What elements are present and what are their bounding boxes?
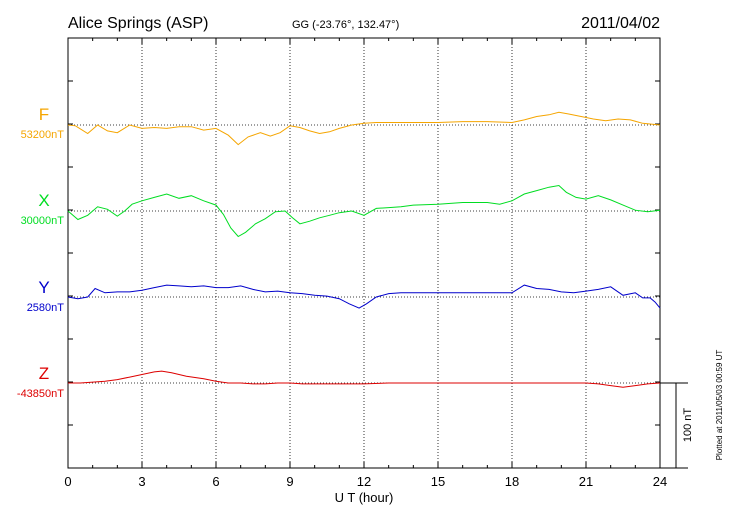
x-tick-label: 21 xyxy=(579,474,593,489)
series-name-z: Z xyxy=(39,364,49,383)
x-tick-label: 12 xyxy=(357,474,371,489)
series-line-x xyxy=(67,184,661,238)
plot-date: 2011/04/02 xyxy=(581,15,660,32)
x-axis-label: U T (hour) xyxy=(335,490,394,505)
series-name-x: X xyxy=(38,191,49,210)
x-tick-label: 9 xyxy=(286,474,293,489)
x-tick-label: 0 xyxy=(64,474,71,489)
series-lines xyxy=(67,111,661,388)
station-title: Alice Springs (ASP) xyxy=(68,15,209,32)
series-baseline-f: 53200nT xyxy=(21,129,65,141)
scale-bar-label: 100 nT xyxy=(682,408,694,443)
x-tick-label: 18 xyxy=(505,474,519,489)
grid-lines xyxy=(141,38,587,468)
x-tick-label: 6 xyxy=(212,474,219,489)
station-coords: GG (-23.76°, 132.47°) xyxy=(292,19,399,31)
series-name-y: Y xyxy=(38,278,49,297)
series-baseline-y: 2580nT xyxy=(27,302,65,314)
x-tick-labels: 0 3 6 9 12 15 18 21 24 xyxy=(64,474,667,489)
scale-bar: 100 nT xyxy=(660,382,694,469)
plot-frame xyxy=(67,37,661,469)
series-line-z xyxy=(68,370,661,388)
series-line-f xyxy=(67,111,661,146)
series-labels: F 53200nT X 30000nT Y 2580nT Z -43850nT xyxy=(17,105,64,400)
series-baseline-z: -43850nT xyxy=(17,388,64,400)
series-baseline-x: 30000nT xyxy=(21,215,65,227)
series-line-y xyxy=(67,284,661,309)
x-tick-label: 15 xyxy=(431,474,445,489)
axis-ticks xyxy=(67,38,661,468)
x-tick-label: 24 xyxy=(653,474,667,489)
plotted-at-note: Plotted at 2011/05/03 00:59 UT xyxy=(715,350,724,461)
x-tick-label: 3 xyxy=(138,474,145,489)
series-name-f: F xyxy=(39,105,49,124)
